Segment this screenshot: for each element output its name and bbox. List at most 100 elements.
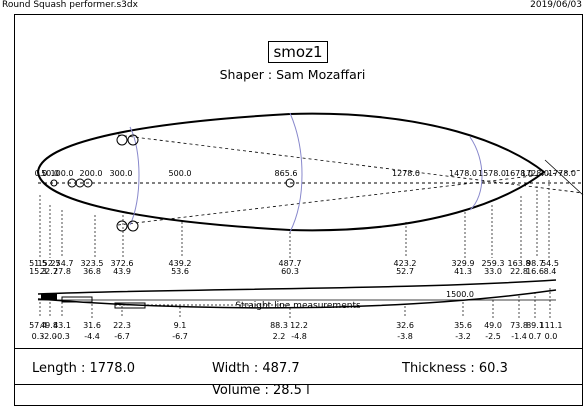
rocker-deck [37,279,557,295]
fin-box-side-1 [61,296,93,303]
thickness-value: 53.6 [171,267,189,276]
width-value: 372.6 [111,259,134,268]
thickness-value: 36.8 [83,267,101,276]
title-bar: Round Squash performer.s3dx 2019/06/03 [0,0,585,12]
leash-cup-side [41,294,57,300]
thickness-value: 22.8 [510,267,528,276]
file-name: Round Squash performer.s3dx [2,0,138,10]
widest-point-marker [285,178,295,188]
width-value: 323.5 [81,259,104,268]
fin-line-top [117,134,584,194]
pos-label: 865.6 [275,169,298,178]
rocker-bottom [37,289,557,309]
width-value: 329.9 [452,259,475,268]
stats-row-divider [14,384,583,385]
pos-label: 1728.0 [521,169,549,178]
thickness-value: 43.9 [113,267,131,276]
rocker-value-2: -6.7 [114,332,130,341]
rocker-value: 111.1 [540,321,563,330]
fin-line-bottom [117,169,584,226]
fin-box-side-2 [114,302,146,309]
rocker-value: 22.3 [113,321,131,330]
pos-label: 1578.0 [478,169,506,178]
pos-label: 200.0 [80,169,103,178]
print-date: 2019/06/03 [530,0,582,10]
rocker-value-2: -0.3 [54,332,70,341]
board-name: smoz1 [268,41,328,63]
rocker-value-2: 2.2 [273,332,286,341]
straight-line-caption: Straight line measurements [235,301,361,311]
rocker-value-2: -1.4 [511,332,527,341]
stats-divider [14,348,583,349]
width-labels: 51.5 152.7 254.7 323.5 372.6 439.2 487.7… [29,259,559,268]
width-value: 163.8 [508,259,531,268]
thickness-value: 27.8 [53,267,71,276]
rocker-value: 35.6 [454,321,472,330]
width-value: 423.2 [394,259,417,268]
pos-label: 100.0 [51,169,74,178]
rocker-value-2: -2.5 [485,332,501,341]
pos-label: 1778.0 [548,169,576,178]
thickness-value: 8.4 [544,267,557,276]
rocker-leaders [39,288,551,318]
board-outline [36,112,546,232]
thickness-value: 33.0 [484,267,502,276]
rocker-value: 31.6 [83,321,101,330]
outline-positions: 0.0 50.0 100.0 200.0 300.0 500.0 865.6 1… [35,169,576,178]
rocker-value-2: -2.0 [41,332,57,341]
shaper-label: Shaper : Sam Mozaffari [219,67,366,82]
width-value: 439.2 [169,259,192,268]
pos-label: 500.0 [169,169,192,178]
width-value: 98.7 [526,259,544,268]
rocker-value: 49.0 [484,321,502,330]
pos-label: 300.0 [110,169,133,178]
rocker-value: 88.3 [270,321,288,330]
thickness-value: 52.7 [396,267,414,276]
thickness-stat: Thickness : 60.3 [402,361,508,376]
sheet-frame [14,14,583,406]
rocker-value-2: -4.4 [84,332,100,341]
fin-box-top [116,134,139,146]
width-value: 54.5 [541,259,559,268]
rocker-value-2: 0.7 [529,332,542,341]
rocker-value: 12.2 [290,321,308,330]
width-value: 152.7 [38,259,61,268]
thickness-labels: 15.3 22.7 27.8 36.8 43.9 53.6 60.3 52.7 … [29,267,556,276]
rocker-labels: 57.4 49.8 43.1 31.6 22.3 9.1 88.3 12.2 3… [29,321,562,330]
pos-label: 1278.0 [392,169,420,178]
rocker-value-2: -3.2 [455,332,471,341]
width-value: 51.5 [29,259,47,268]
width-value: 254.7 [51,259,74,268]
rocker-value-2: 0.3 [32,332,45,341]
rocker-value: 49.8 [40,321,58,330]
thickness-value: 60.3 [281,267,299,276]
rocker-value-2: -3.8 [397,332,413,341]
rocker-value-2: -4.8 [291,332,307,341]
rocker-value: 43.1 [53,321,71,330]
pos-label: 0.0 [35,169,48,178]
thickness-value: 16.6 [526,267,544,276]
rocker-value: 32.6 [396,321,414,330]
rocker-value: 73.8 [510,321,528,330]
width-stat: Width : 487.7 [212,361,300,376]
thickness-value: 41.3 [454,267,472,276]
rocker-value-2: 0.0 [545,332,558,341]
pos-label: 50.0 [41,169,59,178]
rocker-value: 89.1 [526,321,544,330]
rocker-value: 9.1 [174,321,187,330]
fin-box-bottom [116,220,139,232]
length-stat: Length : 1778.0 [32,361,135,376]
width-value: 487.7 [279,259,302,268]
rocker-value-2: -6.7 [172,332,188,341]
rocker-value: 57.4 [29,321,47,330]
width-leaders [39,180,550,258]
tail-reference-line [544,159,584,196]
rocker-labels-2: 0.3 -2.0 -0.3 -4.4 -6.7 -6.7 2.2 -4.8 -3… [32,332,558,341]
leash-plug [50,178,93,188]
pos-label: 1678.0 [505,169,533,178]
width-value: 259.3 [482,259,505,268]
volume-stat: Volume : 28.5 l [212,383,310,398]
section-arc-1478 [469,136,483,211]
thickness-value: 15.3 [29,267,47,276]
